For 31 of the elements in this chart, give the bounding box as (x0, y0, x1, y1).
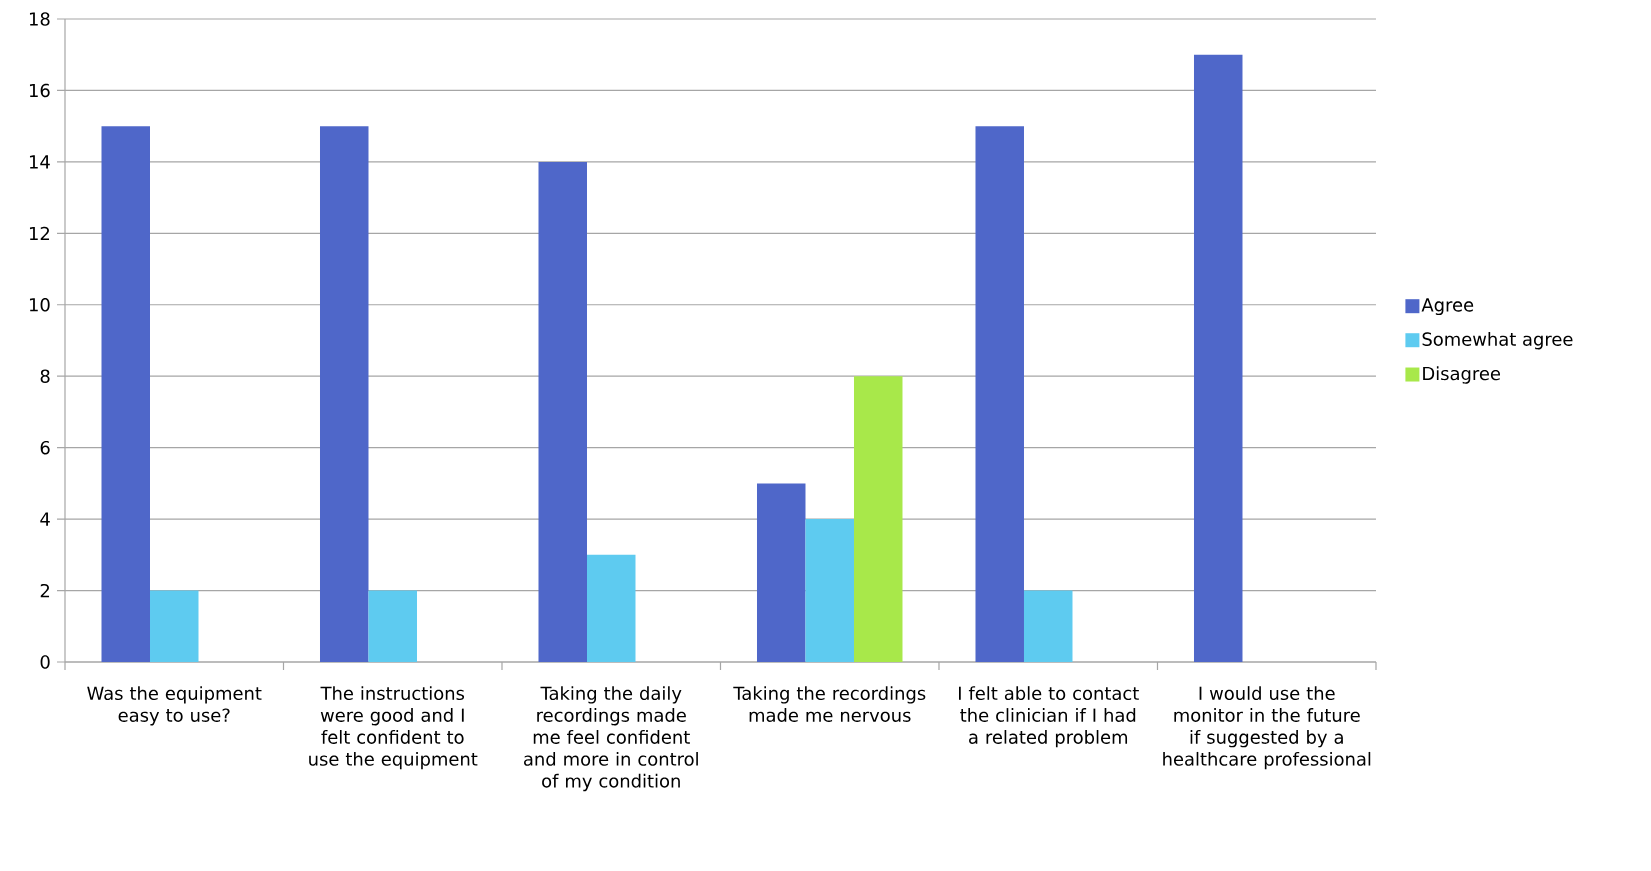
x-tick-label: I felt able to contact the clinician if I had a related problem (958, 686, 1139, 748)
bar (853, 376, 903, 662)
y-tick-label: 18 (29, 12, 50, 26)
x-tick-label: Taking the recordings made me nervous (733, 686, 926, 722)
legend-label: Somewhat agree (1422, 332, 1573, 350)
bar (1193, 54, 1243, 662)
bar (368, 590, 417, 662)
bar (101, 126, 150, 662)
bar (756, 483, 806, 662)
bar (1023, 590, 1073, 662)
y-tick-label: 10 (29, 297, 50, 312)
x-tick-label: The instructions were good and I felt confident to use the equipment (309, 686, 478, 770)
bar (320, 126, 369, 662)
y-tick-label: 8 (40, 369, 50, 383)
y-tick-label: 4 (40, 512, 50, 526)
y-tick-label: 14 (29, 155, 50, 169)
y-tick-label: 0 (40, 655, 50, 669)
legend-label: Agree (1421, 298, 1474, 316)
bar (538, 161, 587, 662)
y-tick-label: 16 (29, 83, 50, 98)
x-tick-label: I would use the monitor in the future if suggested by a healthcare professional (1163, 686, 1371, 770)
y-tick-label: 6 (40, 440, 50, 455)
bar (587, 554, 636, 662)
x-tick-label: Was the equipment easy to use? (87, 686, 262, 726)
y-tick-label: 12 (29, 226, 50, 240)
bar (805, 519, 854, 662)
y-tick-label: 2 (40, 583, 50, 598)
x-tick-label: Taking the daily recordings made me feel confident and more in control of my condition (524, 686, 698, 792)
legend-label: Disagree (1423, 366, 1501, 384)
bar (150, 590, 199, 662)
bar (975, 126, 1024, 662)
